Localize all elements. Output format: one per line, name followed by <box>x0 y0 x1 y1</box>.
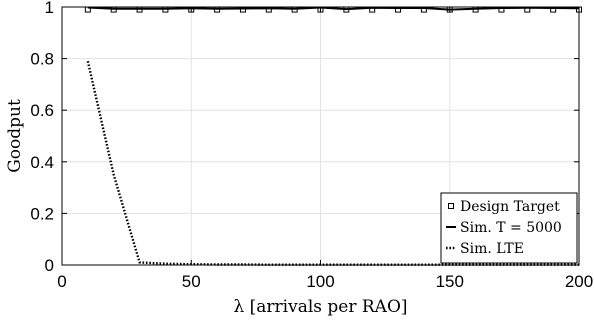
y-tick-label: 0.6 <box>30 101 54 120</box>
y-tick-label: 0.4 <box>30 153 54 172</box>
legend-entry-label: Sim. LTE <box>460 241 524 257</box>
x-tick-label: 150 <box>436 272 464 291</box>
y-tick-label: 0 <box>45 256 54 275</box>
legend-marker-square <box>448 203 454 209</box>
y-tick-label: 0.2 <box>30 204 54 223</box>
y-tick-label: 0.8 <box>30 50 54 69</box>
legend-box <box>440 192 578 264</box>
x-tick-label: 50 <box>182 272 201 291</box>
y-tick-label: 1 <box>45 0 54 17</box>
grid <box>62 7 579 265</box>
y-axis-label: Goodput <box>5 99 25 173</box>
x-tick-label: 0 <box>57 272 66 291</box>
x-axis-label: λ [arrivals per RAO] <box>233 297 407 317</box>
legend-entry-label: Sim. T = 5000 <box>460 220 562 236</box>
x-tick-label: 100 <box>306 272 334 291</box>
legend-entry-label: Design Target <box>460 199 560 215</box>
sim-t5000-line <box>87 6 580 11</box>
series-1 <box>87 6 580 11</box>
x-tick-label: 200 <box>565 272 593 291</box>
ticks: 0 50 100 150 200 0 0.2 0.4 0.6 0.8 1 <box>30 0 593 291</box>
legend: Design Target Sim. T = 5000 Sim. LTE <box>440 192 578 264</box>
